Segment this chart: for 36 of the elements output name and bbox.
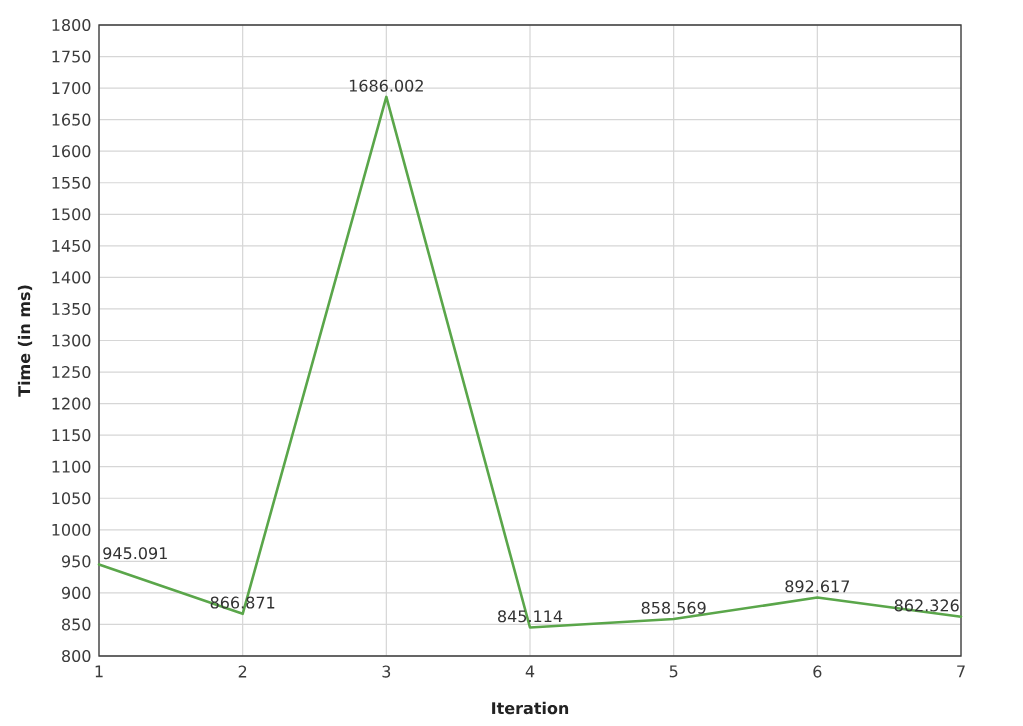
line-series xyxy=(97,95,963,629)
x-tick-label: 5 xyxy=(669,665,678,678)
x-tick-label: 3 xyxy=(382,665,391,678)
data-label: 1686.002 xyxy=(349,79,423,92)
y-tick-label: 1250 xyxy=(52,366,91,379)
data-label: 892.617 xyxy=(785,580,850,593)
y-tick-label: 1300 xyxy=(52,334,91,347)
x-tick-label: 4 xyxy=(525,665,535,678)
y-tick-label: 1750 xyxy=(52,50,91,63)
y-tick-label: 1600 xyxy=(52,145,91,158)
data-label: 945.091 xyxy=(103,547,167,560)
y-tick-label: 1800 xyxy=(52,18,91,32)
x-tick-label: 7 xyxy=(957,665,965,678)
x-tick-label: 1 xyxy=(95,665,103,678)
y-tick-label: 850 xyxy=(62,618,91,631)
y-tick-label: 1400 xyxy=(52,271,91,284)
y-tick-label: 1550 xyxy=(52,176,91,189)
y-tick-label: 1150 xyxy=(52,429,91,442)
y-tick-label: 1450 xyxy=(52,239,91,252)
y-tick-label: 800 xyxy=(62,649,91,663)
y-axis-title: Time (in ms) xyxy=(17,285,33,397)
x-tick-label: 6 xyxy=(813,665,822,678)
y-tick-label: 950 xyxy=(61,555,91,568)
y-tick-label: 1050 xyxy=(52,492,91,505)
y-tick-label: 1100 xyxy=(52,460,91,473)
y-tick-label: 900 xyxy=(61,586,91,599)
data-label: 862.326 xyxy=(894,599,959,612)
data-label: 858.569 xyxy=(641,601,706,614)
y-tick-label: 1350 xyxy=(52,302,91,316)
x-tick-label: 2 xyxy=(238,665,247,678)
y-tick-label: 1000 xyxy=(52,523,91,536)
y-tick-label: 1500 xyxy=(52,208,91,221)
y-tick-label: 1200 xyxy=(52,397,91,410)
y-tick-label: 1700 xyxy=(52,82,91,95)
x-axis-title: Iteration xyxy=(492,701,569,715)
y-tick-label: 1650 xyxy=(52,113,91,126)
